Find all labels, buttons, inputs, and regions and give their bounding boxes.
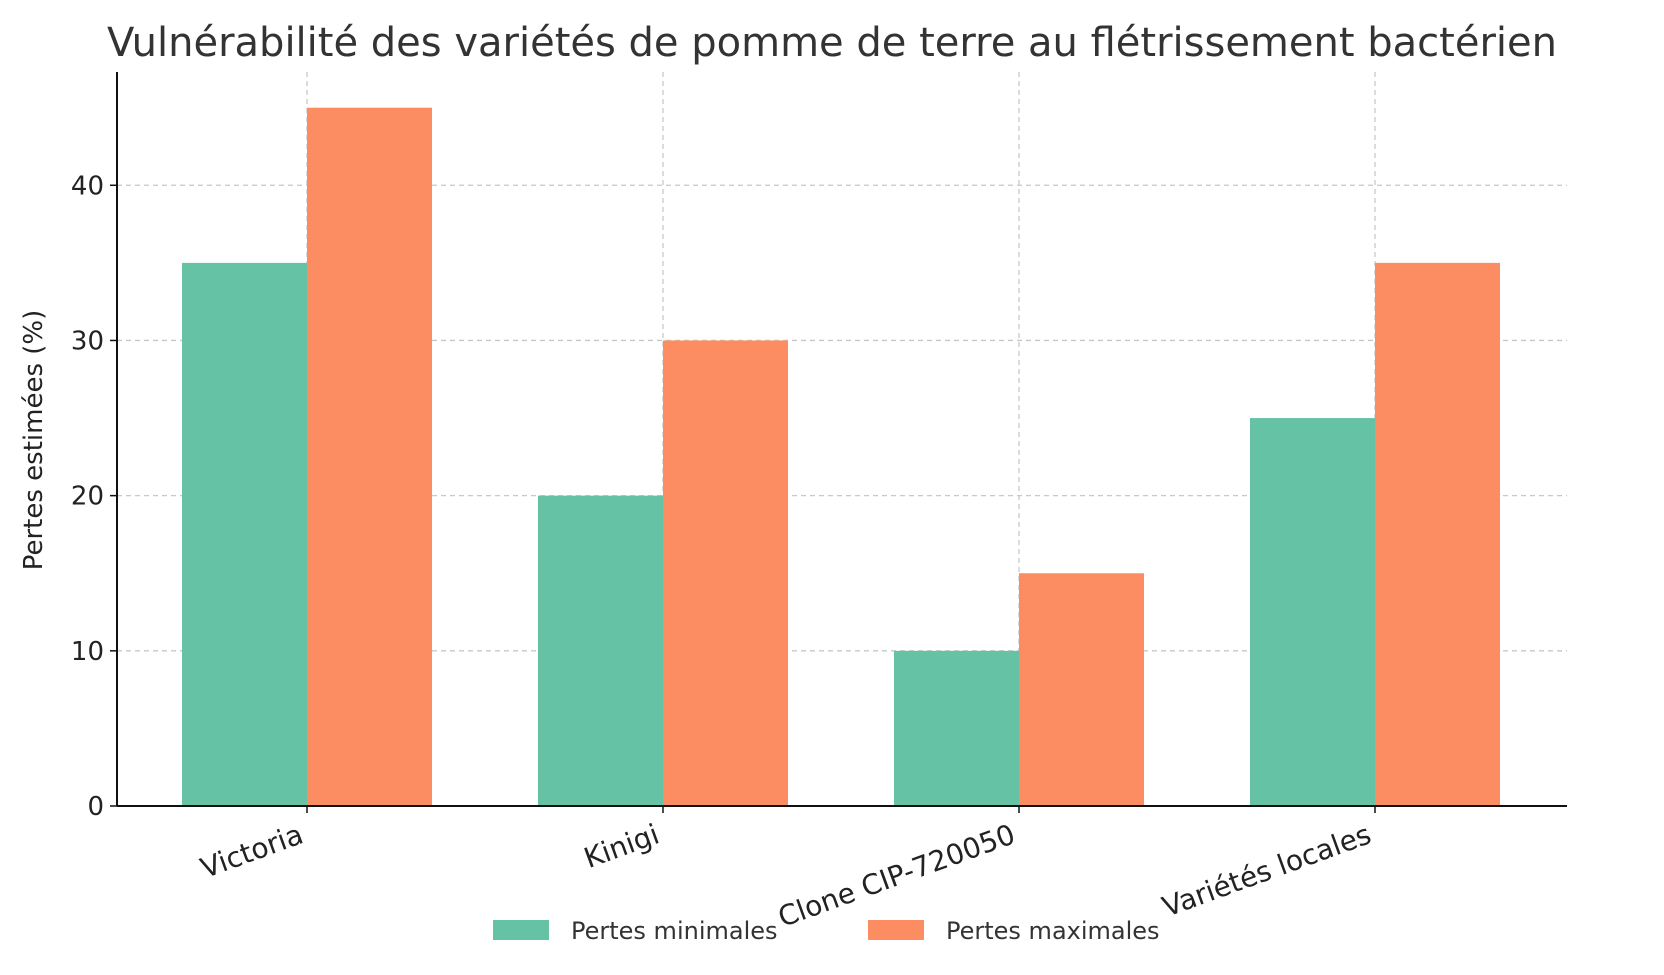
bar-max [1375,262,1500,806]
x-tick-label: Victoria [196,818,307,885]
legend-label: Pertes minimales [571,917,778,945]
bar-max [1019,573,1144,806]
x-tick-label: Variétés locales [1158,818,1375,924]
x-tick-label: Kinigi [580,818,664,875]
y-ticks: 0 10 20 30 40 [71,171,117,822]
bar-max [663,340,788,806]
y-tick-label: 0 [87,792,104,822]
legend-swatch [868,920,924,940]
y-tick-label: 30 [71,326,104,356]
legend: Pertes minimales Pertes maximales [493,917,1160,945]
y-tick-label: 10 [71,637,104,667]
y-axis-label: Pertes estimées (%) [19,310,49,571]
bars [182,107,1500,806]
bar-min [182,262,307,806]
x-ticks: Victoria Kinigi Clone CIP-720050 Variétés l… [196,806,1376,934]
legend-swatch [493,920,549,940]
chart-title: Vulnérabilité des variétés de pomme de t… [107,20,1557,66]
y-tick-label: 40 [71,171,104,201]
axes [116,72,1567,807]
legend-label: Pertes maximales [946,917,1160,945]
bar-min [1250,418,1375,806]
bar-max [307,107,432,806]
bar-min [538,495,663,806]
y-tick-label: 20 [71,482,104,512]
bar-min [894,650,1019,806]
